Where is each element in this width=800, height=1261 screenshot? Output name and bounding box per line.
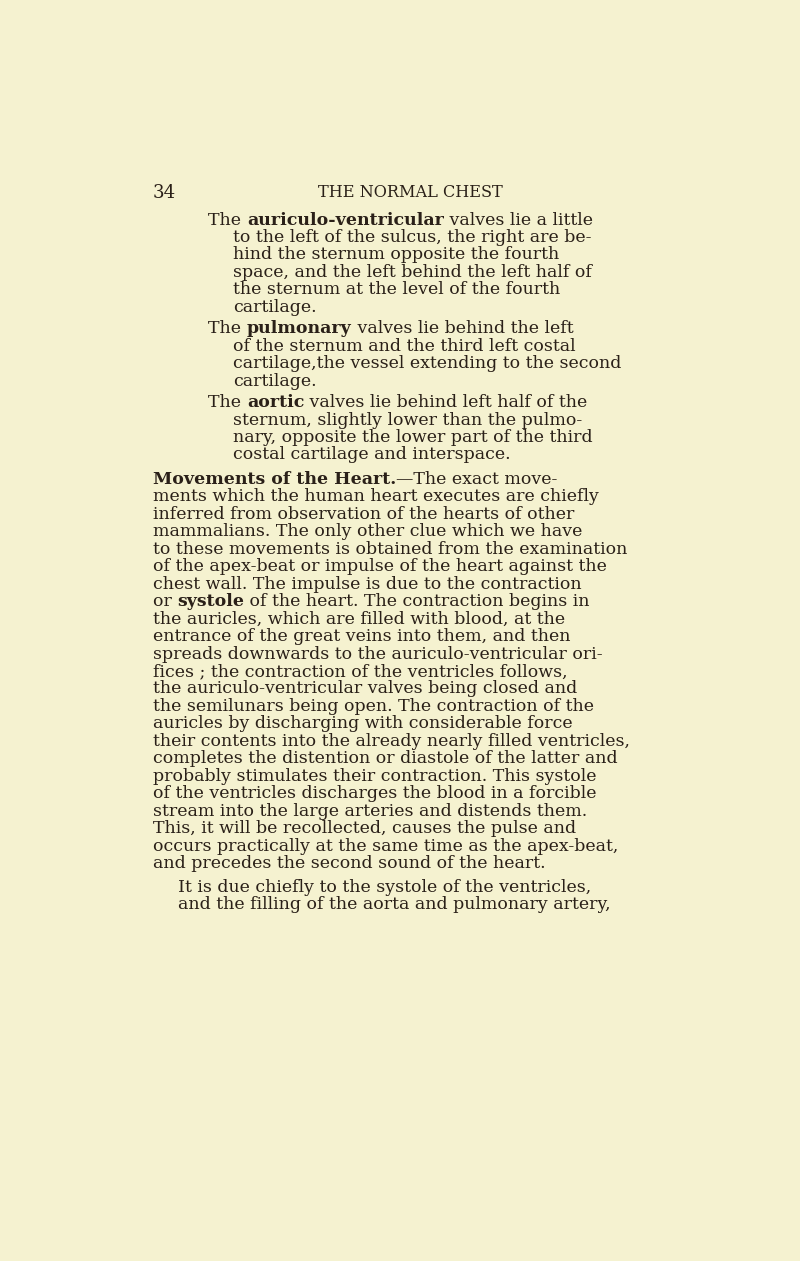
Text: of the sternum and the third left costal: of the sternum and the third left costal	[234, 338, 576, 354]
Text: mammalians. The only other clue which we have: mammalians. The only other clue which we…	[153, 523, 582, 540]
Text: The: The	[209, 212, 247, 228]
Text: aortic: aortic	[247, 393, 304, 411]
Text: It is due chiefly to the systole of the ventricles,: It is due chiefly to the systole of the …	[178, 879, 590, 895]
Text: sternum, slightly lower than the pulmo-: sternum, slightly lower than the pulmo-	[234, 411, 582, 429]
Text: This, it will be recollected, causes the pulse and: This, it will be recollected, causes the…	[153, 821, 576, 837]
Text: to the left of the sulcus, the right are be-: to the left of the sulcus, the right are…	[234, 230, 592, 246]
Text: entrance of the great veins into them, and then: entrance of the great veins into them, a…	[153, 628, 570, 646]
Text: the auriculo-ventricular valves being closed and: the auriculo-ventricular valves being cl…	[153, 681, 577, 697]
Text: cartilage,the vessel extending to the second: cartilage,the vessel extending to the se…	[234, 356, 622, 372]
Text: chest wall. The impulse is due to the contraction: chest wall. The impulse is due to the co…	[153, 575, 582, 593]
Text: systole: systole	[177, 593, 244, 610]
Text: The: The	[209, 320, 247, 337]
Text: ments which the human heart executes are chiefly: ments which the human heart executes are…	[153, 488, 598, 506]
Text: space, and the left behind the left half of: space, and the left behind the left half…	[234, 264, 592, 281]
Text: The: The	[209, 393, 247, 411]
Text: the auricles, which are filled with blood, at the: the auricles, which are filled with bloo…	[153, 610, 565, 628]
Text: —The exact move-: —The exact move-	[396, 470, 558, 488]
Text: of the apex-beat or impulse of the heart against the: of the apex-beat or impulse of the heart…	[153, 559, 606, 575]
Text: completes the distention or diastole of the latter and: completes the distention or diastole of …	[153, 750, 618, 768]
Text: the semilunars being open. The contraction of the: the semilunars being open. The contracti…	[153, 699, 594, 715]
Text: cartilage.: cartilage.	[234, 299, 317, 317]
Text: hind the sternum opposite the fourth: hind the sternum opposite the fourth	[234, 246, 559, 264]
Text: fices ; the contraction of the ventricles follows,: fices ; the contraction of the ventricle…	[153, 663, 567, 680]
Text: stream into the large arteries and distends them.: stream into the large arteries and diste…	[153, 803, 587, 820]
Text: of the heart. The contraction begins in: of the heart. The contraction begins in	[244, 593, 590, 610]
Text: of the ventricles discharges the blood in a forcible: of the ventricles discharges the blood i…	[153, 786, 596, 802]
Text: to these movements is obtained from the examination: to these movements is obtained from the …	[153, 541, 627, 557]
Text: 34: 34	[153, 184, 176, 202]
Text: and the filling of the aorta and pulmonary artery,: and the filling of the aorta and pulmona…	[178, 897, 610, 913]
Text: Movements of the Heart.: Movements of the Heart.	[153, 470, 396, 488]
Text: the sternum at the level of the fourth: the sternum at the level of the fourth	[234, 281, 561, 299]
Text: valves lie behind the left: valves lie behind the left	[352, 320, 574, 337]
Text: and precedes the second sound of the heart.: and precedes the second sound of the hea…	[153, 855, 546, 873]
Text: valves lie behind left half of the: valves lie behind left half of the	[304, 393, 588, 411]
Text: probably stimulates their contraction. This systole: probably stimulates their contraction. T…	[153, 768, 596, 784]
Text: THE NORMAL CHEST: THE NORMAL CHEST	[318, 184, 502, 202]
Text: pulmonary: pulmonary	[247, 320, 352, 337]
Text: occurs practically at the same time as the apex-beat,: occurs practically at the same time as t…	[153, 837, 618, 855]
Text: auriculo-ventricular: auriculo-ventricular	[247, 212, 444, 228]
Text: valves lie a little: valves lie a little	[444, 212, 593, 228]
Text: costal cartilage and interspace.: costal cartilage and interspace.	[234, 446, 511, 464]
Text: inferred from observation of the hearts of other: inferred from observation of the hearts …	[153, 506, 574, 523]
Text: nary, opposite the lower part of the third: nary, opposite the lower part of the thi…	[234, 429, 593, 446]
Text: their contents into the already nearly filled ventricles,: their contents into the already nearly f…	[153, 733, 630, 750]
Text: spreads downwards to the auriculo-ventricular ori-: spreads downwards to the auriculo-ventri…	[153, 646, 602, 662]
Text: auricles by discharging with considerable force: auricles by discharging with considerabl…	[153, 715, 572, 733]
Text: or: or	[153, 593, 177, 610]
Text: cartilage.: cartilage.	[234, 373, 317, 390]
